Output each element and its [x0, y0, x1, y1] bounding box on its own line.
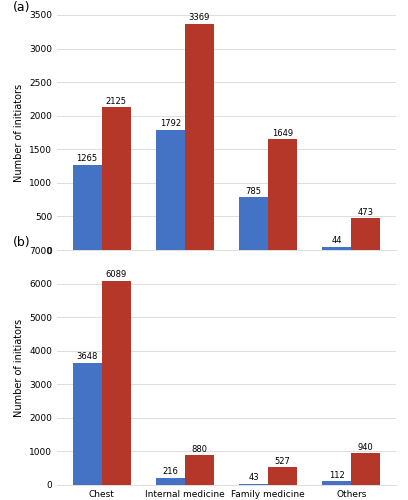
Text: 43: 43	[248, 473, 259, 482]
Text: 785: 785	[246, 186, 262, 196]
Bar	[73, 165, 102, 250]
Bar	[351, 218, 380, 250]
Bar	[322, 481, 351, 485]
Text: 880: 880	[191, 445, 207, 454]
Y-axis label: Number of initiators: Number of initiators	[14, 318, 24, 416]
Text: 1792: 1792	[160, 119, 181, 128]
Text: 3369: 3369	[189, 13, 210, 22]
Text: (b): (b)	[13, 236, 31, 249]
Bar	[102, 108, 131, 250]
Text: 3648: 3648	[76, 352, 98, 361]
Text: (a): (a)	[13, 1, 31, 14]
Bar	[351, 454, 380, 485]
Text: 940: 940	[358, 443, 374, 452]
Bar	[185, 456, 214, 485]
Bar	[268, 468, 297, 485]
Text: 473: 473	[358, 208, 374, 216]
Bar	[73, 362, 102, 485]
Bar	[239, 484, 268, 485]
Y-axis label: Number of initiators: Number of initiators	[14, 84, 24, 182]
Legend: LABA/LAMA FDC, LABA/ICS FDC: LABA/LAMA FDC, LABA/ICS FDC	[134, 318, 319, 335]
Text: 112: 112	[329, 470, 345, 480]
Bar	[156, 478, 185, 485]
Text: 216: 216	[162, 467, 178, 476]
Text: 1649: 1649	[272, 128, 293, 138]
Text: 2125: 2125	[106, 96, 127, 106]
Bar	[156, 130, 185, 250]
Bar	[322, 247, 351, 250]
Bar	[185, 24, 214, 250]
Bar	[268, 140, 297, 250]
Text: 44: 44	[331, 236, 342, 246]
Text: 1265: 1265	[77, 154, 98, 164]
Text: 527: 527	[275, 456, 290, 466]
Bar	[239, 198, 268, 250]
Bar	[102, 280, 131, 485]
X-axis label: Hospital accreditation levels: Hospital accreditation levels	[157, 270, 296, 280]
Text: 6089: 6089	[106, 270, 127, 279]
